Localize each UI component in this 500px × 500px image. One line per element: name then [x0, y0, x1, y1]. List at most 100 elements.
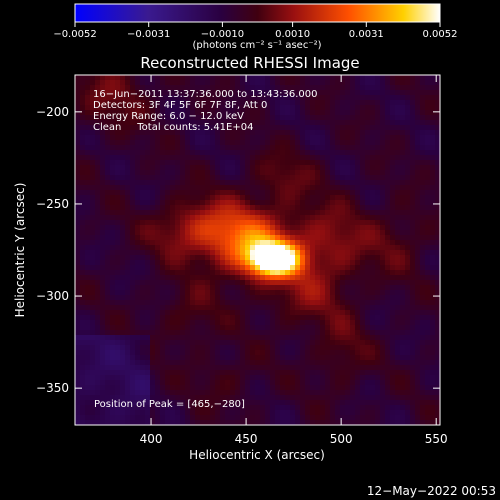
heatmap-cell: [140, 345, 145, 350]
heatmap-cell: [220, 400, 225, 405]
heatmap-cell: [270, 305, 275, 310]
heatmap-cell: [90, 395, 95, 400]
heatmap-cell: [185, 85, 190, 90]
heatmap-cell: [110, 165, 115, 170]
heatmap-cell: [270, 165, 275, 170]
heatmap-cell: [260, 210, 265, 215]
heatmap-cell: [295, 355, 300, 360]
heatmap-cell: [350, 145, 355, 150]
heatmap-cell: [400, 405, 405, 410]
heatmap-cell: [75, 195, 80, 200]
heatmap-cell: [125, 360, 130, 365]
heatmap-cell: [85, 135, 90, 140]
heatmap-cell: [320, 175, 325, 180]
heatmap-cell: [370, 375, 375, 380]
heatmap-cell: [400, 205, 405, 210]
heatmap-cell: [355, 270, 360, 275]
heatmap-cell: [260, 250, 265, 255]
heatmap-cell: [315, 115, 320, 120]
heatmap-cell: [110, 200, 115, 205]
heatmap-cell: [140, 265, 145, 270]
heatmap-cell: [255, 150, 260, 155]
heatmap-cell: [100, 120, 105, 125]
heatmap-cell: [420, 185, 425, 190]
heatmap-cell: [365, 235, 370, 240]
heatmap-cell: [135, 155, 140, 160]
heatmap-cell: [285, 390, 290, 395]
heatmap-cell: [315, 80, 320, 85]
heatmap-cell: [370, 295, 375, 300]
heatmap-cell: [245, 140, 250, 145]
heatmap-cell: [85, 165, 90, 170]
heatmap-cell: [205, 110, 210, 115]
heatmap-cell: [345, 115, 350, 120]
heatmap-cell: [165, 170, 170, 175]
heatmap-cell: [340, 275, 345, 280]
heatmap-cell: [360, 350, 365, 355]
heatmap-cell: [395, 165, 400, 170]
heatmap-cell: [120, 310, 125, 315]
heatmap-cell: [385, 235, 390, 240]
heatmap-cell: [105, 310, 110, 315]
heatmap-cell: [80, 345, 85, 350]
heatmap-cell: [345, 255, 350, 260]
heatmap-cell: [150, 245, 155, 250]
heatmap-cell: [340, 370, 345, 375]
heatmap-cell: [295, 330, 300, 335]
heatmap-cell: [250, 340, 255, 345]
heatmap-cell: [80, 145, 85, 150]
heatmap-cell: [95, 205, 100, 210]
heatmap-cell: [415, 400, 420, 405]
heatmap-cell: [340, 380, 345, 385]
heatmap-cell: [290, 295, 295, 300]
heatmap-cell: [265, 225, 270, 230]
heatmap-cell: [140, 355, 145, 360]
heatmap-cell: [405, 110, 410, 115]
heatmap-cell: [95, 195, 100, 200]
heatmap-cell: [435, 270, 440, 275]
heatmap-cell: [90, 255, 95, 260]
heatmap-cell: [425, 230, 430, 235]
heatmap-cell: [395, 135, 400, 140]
heatmap-cell: [155, 265, 160, 270]
heatmap-cell: [290, 225, 295, 230]
heatmap-cell: [310, 360, 315, 365]
heatmap-cell: [325, 400, 330, 405]
heatmap-cell: [205, 215, 210, 220]
heatmap-cell: [115, 360, 120, 365]
heatmap-cell: [230, 130, 235, 135]
heatmap-cell: [220, 290, 225, 295]
heatmap-cell: [205, 145, 210, 150]
heatmap-cell: [90, 185, 95, 190]
heatmap-cell: [210, 260, 215, 265]
heatmap-cell: [315, 190, 320, 195]
heatmap-cell: [85, 115, 90, 120]
heatmap-cell: [340, 150, 345, 155]
heatmap-cell: [255, 235, 260, 240]
heatmap-cell: [295, 190, 300, 195]
heatmap-cell: [195, 125, 200, 130]
heatmap-cell: [195, 80, 200, 85]
heatmap-cell: [380, 155, 385, 160]
heatmap-cell: [215, 190, 220, 195]
heatmap-cell: [225, 405, 230, 410]
heatmap-cell: [285, 115, 290, 120]
heatmap-cell: [250, 390, 255, 395]
heatmap-cell: [365, 75, 370, 80]
heatmap-cell: [425, 410, 430, 415]
heatmap-cell: [360, 280, 365, 285]
heatmap-cell: [340, 345, 345, 350]
heatmap-cell: [170, 225, 175, 230]
heatmap-cell: [380, 220, 385, 225]
heatmap-cell: [175, 395, 180, 400]
heatmap-cell: [145, 280, 150, 285]
heatmap-cell: [155, 120, 160, 125]
heatmap-cell: [250, 110, 255, 115]
heatmap-cell: [150, 225, 155, 230]
heatmap-cell: [85, 200, 90, 205]
heatmap-cell: [310, 170, 315, 175]
heatmap-cell: [175, 265, 180, 270]
heatmap-cell: [85, 250, 90, 255]
heatmap-cell: [360, 140, 365, 145]
heatmap-cell: [210, 375, 215, 380]
